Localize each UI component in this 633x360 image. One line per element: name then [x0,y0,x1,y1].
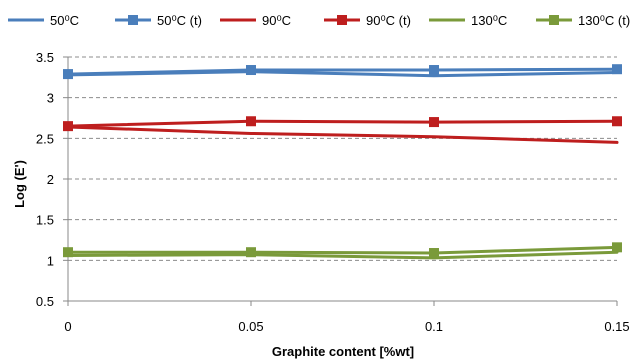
data-point [246,65,256,76]
series-line-2 [66,125,619,144]
legend-item: 90⁰C (t) [324,13,411,28]
data-point [246,247,256,258]
y-tick-label: 1 [47,253,54,268]
legend-label: 130⁰C (t) [578,13,630,28]
series-line-4 [66,250,619,260]
data-point [246,116,256,127]
y-tick-label: 3.5 [36,50,54,65]
data-point [612,242,622,253]
data-point [429,117,439,128]
y-tick-label: 2 [47,172,54,187]
gridlines [68,56,617,261]
series-line-5 [66,245,619,255]
x-tick-labels: 0 0.05 0.1 0.15 [64,319,629,334]
data-point [63,69,73,80]
legend-label: 50⁰C [50,13,79,28]
legend: 50⁰C 50⁰C (t) 90⁰C 90⁰C (t) 130⁰C 130⁰C (t) [8,13,630,28]
data-point [612,64,622,75]
x-tick-label: 0.1 [425,319,443,334]
data-point [63,247,73,258]
legend-swatch-marker [128,15,138,25]
legend-label: 130⁰C [471,13,507,28]
data-point [429,248,439,259]
y-tick-label: 2.5 [36,131,54,146]
y-tick-label: 1.5 [36,213,54,228]
y-axis-title: Log (E') [12,160,27,208]
legend-item: 50⁰C (t) [115,13,202,28]
series-group [63,64,622,260]
data-point [429,65,439,76]
legend-label: 90⁰C (t) [366,13,411,28]
data-point [63,121,73,132]
x-tick-label: 0.05 [238,319,263,334]
legend-label: 90⁰C [262,13,291,28]
legend-swatch-marker [549,15,559,25]
axes [63,56,618,306]
x-axis-title: Graphite content [%wt] [272,344,414,359]
x-tick-label: 0 [64,319,71,334]
y-tick-label: 0.5 [36,294,54,309]
series-line-1 [66,67,619,76]
legend-item: 50⁰C [8,13,79,28]
y-tick-label: 3 [47,91,54,106]
legend-item: 130⁰C [429,13,507,28]
legend-swatch-marker [337,15,347,25]
legend-label: 50⁰C (t) [157,13,202,28]
x-tick-label: 0.15 [604,319,629,334]
legend-item: 90⁰C [220,13,291,28]
legend-item: 130⁰C (t) [536,13,630,28]
series-line-3 [66,119,619,128]
y-tick-labels: 0.5 1 1.5 2 2.5 3 3.5 [36,50,54,309]
data-point [612,116,622,127]
